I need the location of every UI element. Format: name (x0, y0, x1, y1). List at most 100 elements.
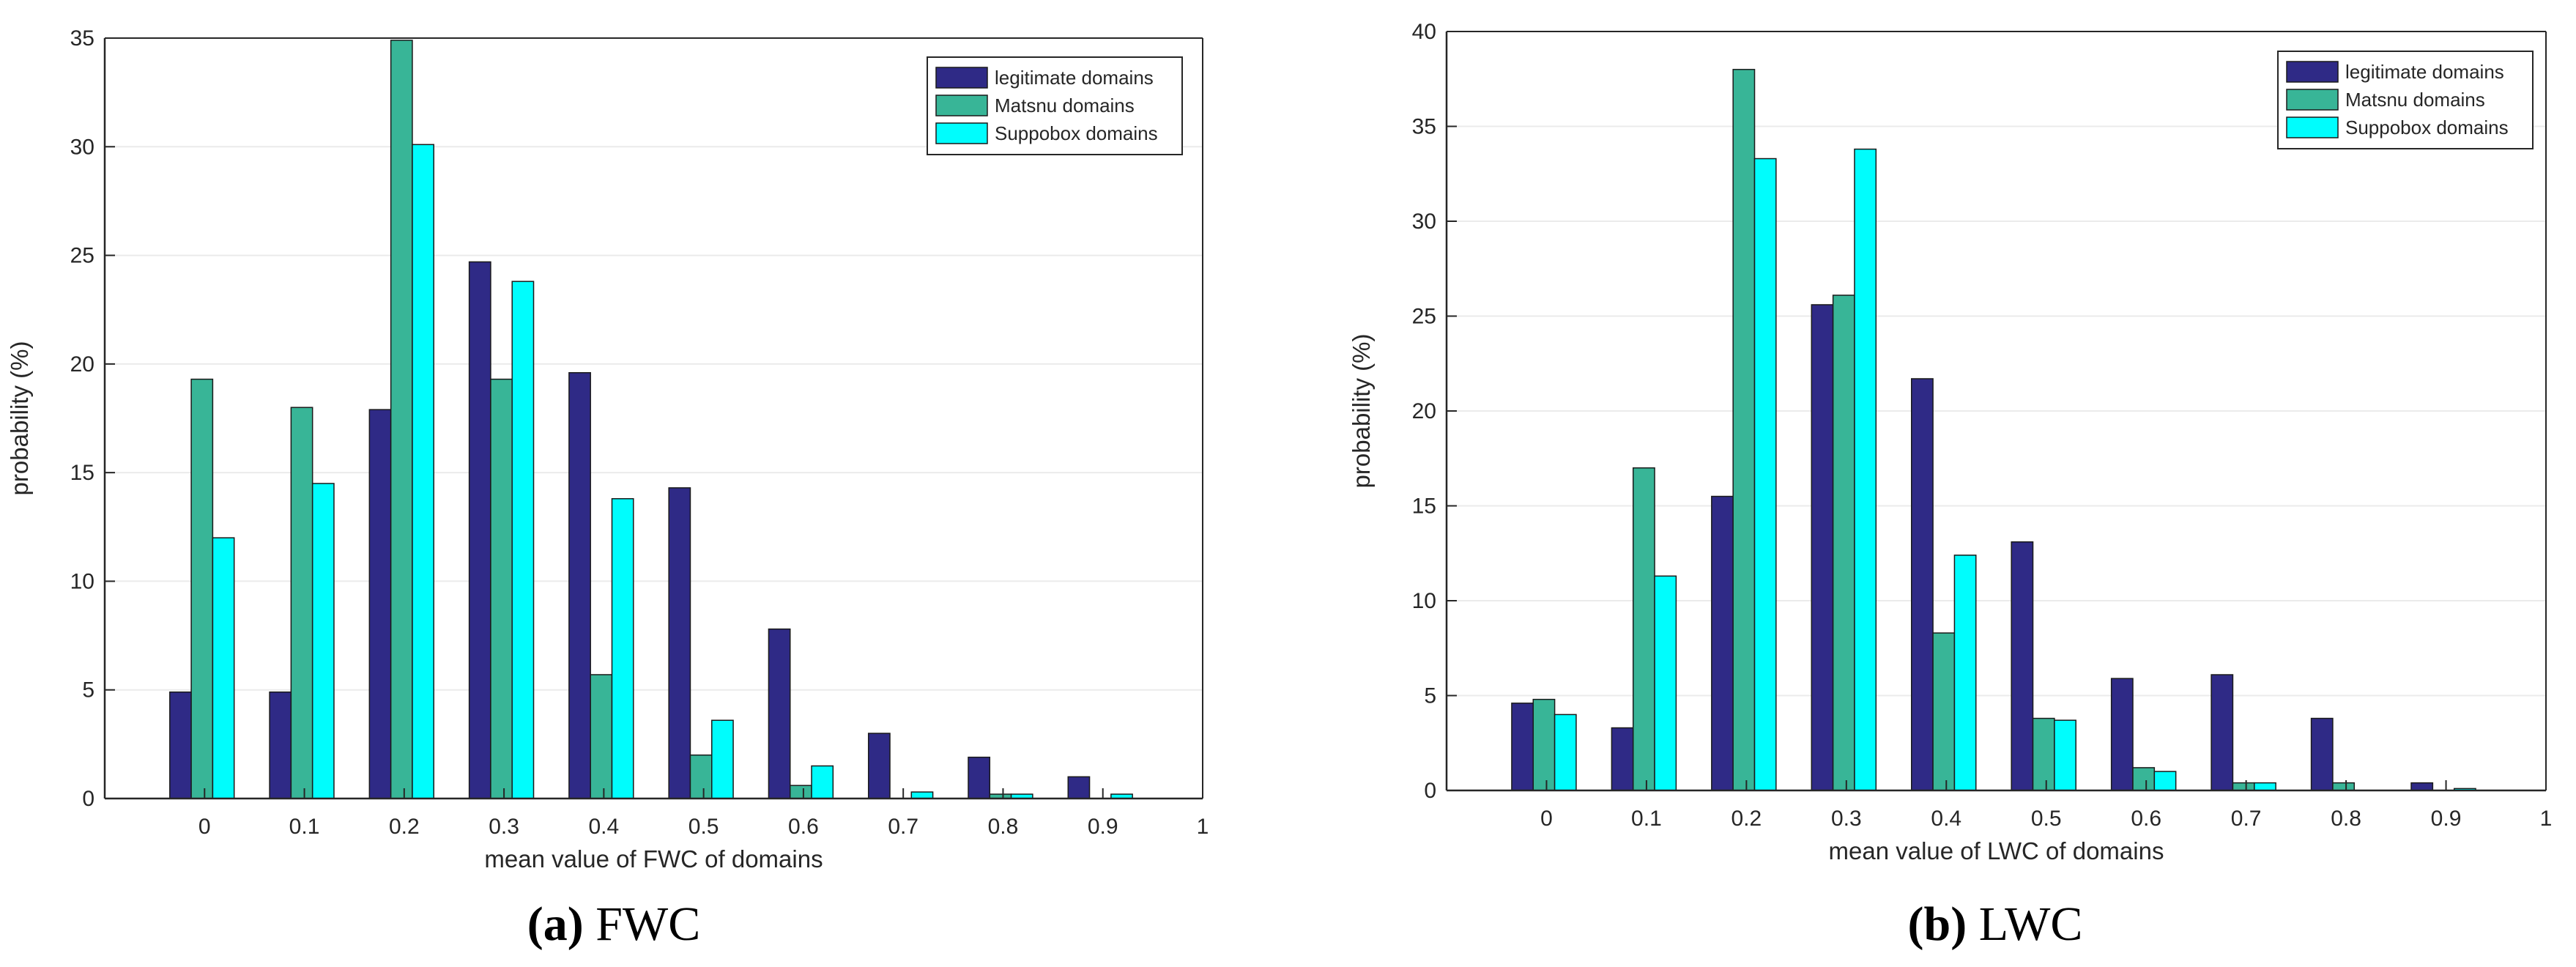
x-tick-label: 0 (1540, 807, 1553, 831)
y-tick-label: 15 (1412, 494, 1436, 519)
x-tick-label: 0.5 (2031, 807, 2062, 831)
bar-legitimate-0.1 (269, 691, 292, 799)
y-tick-label: 0 (1424, 779, 1436, 803)
x-tick-label: 0.7 (2231, 807, 2262, 831)
x-tick-label: 0.7 (888, 815, 918, 839)
bar-legitimate-0.2 (1711, 495, 1734, 791)
bar-legitimate-0.9 (2410, 782, 2434, 791)
bar-matsnu-0.6 (2132, 767, 2156, 791)
bar-suppobox-0.2 (1753, 158, 1777, 791)
bar-suppobox-0.4 (611, 497, 634, 799)
x-tick-label: 0.2 (1731, 807, 1762, 831)
bar-suppobox-0.7 (910, 791, 934, 799)
y-tick-label: 20 (70, 352, 94, 377)
bar-legitimate-0.1 (1611, 727, 1634, 791)
bar-suppobox-0 (1554, 714, 1577, 791)
legend-swatch-legitimate (935, 67, 988, 89)
legend-label-legitimate: legitimate domains (995, 67, 1154, 89)
bar-matsnu-0.2 (390, 40, 413, 799)
legend-swatch-legitimate (2286, 61, 2339, 83)
bar-legitimate-0.7 (867, 733, 891, 799)
bar-legitimate-0.2 (368, 409, 392, 799)
figure-caption: (a) FWC (527, 897, 701, 951)
bar-legitimate-0.8 (2310, 717, 2334, 791)
x-tick-label: 0.5 (688, 815, 719, 839)
caption-letter: (a) (527, 897, 584, 951)
caption-text: LWC (1967, 897, 2082, 951)
bar-suppobox-0.5 (2054, 719, 2076, 791)
legend-label-suppobox: Suppobox domains (2345, 116, 2509, 138)
bar-suppobox-0.3 (1854, 148, 1877, 791)
y-tick-label: 10 (1412, 589, 1436, 613)
bar-matsnu-0.7 (2232, 782, 2255, 791)
y-tick-label: 10 (70, 569, 94, 593)
bar-matsnu-0 (1532, 698, 1556, 791)
bar-suppobox-0.6 (811, 765, 834, 799)
legend: legitimate domains Matsnu domains Suppobox… (2277, 51, 2534, 149)
x-tick-label: 0.1 (289, 815, 320, 839)
bar-matsnu-0.6 (789, 785, 812, 799)
bar-legitimate-0 (169, 691, 192, 799)
bar-suppobox-0.7 (2254, 782, 2276, 791)
x-tick-label: 0.4 (1931, 807, 1961, 831)
bar-legitimate-0.3 (1811, 304, 1834, 791)
x-axis-label: mean value of LWC of domains (1829, 837, 2164, 864)
y-tick-label: 5 (1424, 684, 1436, 708)
x-tick-label: 0.4 (589, 815, 620, 839)
bar-suppobox-0.3 (511, 281, 535, 799)
x-tick-label: 0.3 (1831, 807, 1862, 831)
y-tick-label: 0 (82, 787, 94, 811)
x-tick-label: 1 (2540, 807, 2553, 831)
legend-label-matsnu: Matsnu domains (995, 95, 1135, 116)
y-tick-label: 25 (70, 244, 94, 268)
bar-matsnu-0.4 (1932, 632, 1956, 791)
bar-suppobox-0.1 (1654, 575, 1677, 791)
y-tick-label: 20 (1412, 399, 1436, 423)
caption-letter: (b) (1908, 897, 1967, 951)
legend-label-matsnu: Matsnu domains (2345, 89, 2485, 111)
bar-suppobox-0.2 (412, 144, 435, 799)
y-tick-label: 5 (82, 678, 94, 703)
bar-suppobox-0.1 (311, 483, 335, 799)
bar-legitimate-0.5 (668, 487, 691, 799)
bar-matsnu-0.8 (2332, 782, 2355, 791)
x-tick-label: 0.6 (2131, 807, 2161, 831)
chart-panel-fwc: 0 0.1 0.2 0.3 0.4 0.5 0.6 0.7 0.8 0.9 105101520253… (6, 26, 1209, 951)
bar-matsnu-0.5 (2032, 717, 2055, 791)
x-tick-label: 0.8 (988, 815, 1019, 839)
bar-matsnu-0.5 (689, 754, 713, 799)
bar-matsnu-0.1 (1632, 467, 1655, 791)
bar-matsnu-0.3 (1832, 294, 1855, 791)
legend-label-suppobox: Suppobox domains (995, 122, 1158, 144)
y-axis-label: probability (%) (1348, 334, 1375, 489)
bar-legitimate-0.4 (568, 371, 591, 799)
legend-swatch-suppobox (2286, 116, 2339, 138)
y-tick-label: 35 (70, 26, 94, 51)
legend-swatch-suppobox (935, 122, 988, 144)
x-tick-label: 0.3 (489, 815, 519, 839)
legend-swatch-matsnu (935, 95, 988, 116)
x-tick-label: 0.9 (1088, 815, 1118, 839)
y-axis-label: probability (%) (6, 341, 33, 496)
caption-text: FWC (584, 897, 701, 951)
bar-legitimate-0.8 (968, 756, 991, 799)
x-tick-label: 0.9 (2431, 807, 2462, 831)
y-tick-label: 40 (1412, 20, 1436, 44)
x-tick-label: 0.2 (389, 815, 420, 839)
legend-swatch-matsnu (2286, 89, 2339, 111)
figure-caption: (b) LWC (1908, 897, 2083, 951)
bar-matsnu-0.3 (490, 378, 513, 799)
x-tick-label: 1 (1197, 815, 1209, 839)
x-tick-label: 0 (198, 815, 211, 839)
bar-matsnu-0.1 (290, 407, 313, 799)
bar-matsnu-0.2 (1732, 69, 1756, 791)
bar-legitimate-0.5 (2011, 541, 2034, 791)
chart-panel-lwc: 0 0.1 0.2 0.3 0.4 0.5 0.6 0.7 0.8 0.9 105101520253… (1348, 20, 2552, 951)
y-tick-label: 30 (1412, 210, 1436, 234)
y-tick-label: 35 (1412, 115, 1436, 139)
bar-legitimate-0.4 (1910, 378, 1934, 791)
y-tick-label: 25 (1412, 305, 1436, 329)
bar-legitimate-0.9 (1067, 776, 1091, 799)
legend-label-legitimate: legitimate domains (2345, 61, 2504, 83)
